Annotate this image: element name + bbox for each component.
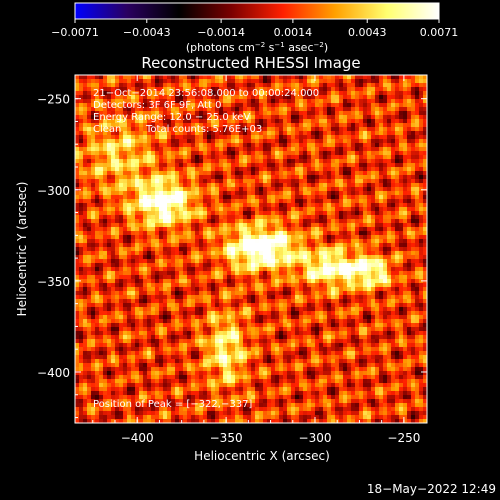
- y-tick-label: −350: [37, 275, 70, 289]
- y-tick-label: −400: [37, 366, 70, 380]
- y-tick-label: −250: [37, 93, 70, 107]
- x-axis-ticks: −400 −350 −300 −250: [92, 75, 420, 445]
- annotation-time-range: 21−Oct−2014 23:56:08.000 to 00:00:24.000: [93, 88, 319, 99]
- annotation-method: Clean: [93, 124, 121, 135]
- colorbar-ticks: −0.0071 −0.0043 −0.0014 0.0014 0.0043 0.0071: [51, 19, 458, 39]
- annotation-detectors: Detectors: 3F 6F 9F, Att 0: [93, 100, 221, 111]
- x-tick-label: −400: [121, 431, 154, 445]
- colorbar-tick-label: −0.0071: [51, 26, 99, 39]
- plot-frame: [74, 74, 428, 424]
- x-tick-label: −350: [210, 431, 243, 445]
- colorbar: [74, 2, 440, 20]
- chart-title: Reconstructed RHESSI Image: [141, 54, 360, 72]
- footer-timestamp: 18−May−2022 12:49: [367, 482, 496, 496]
- heatmap-image: [75, 75, 427, 423]
- colorbar-units: (photons cm−2 s−1 asec−2): [186, 41, 328, 54]
- x-axis-label: Heliocentric X (arcsec): [194, 449, 330, 463]
- observation-annotations: 21−Oct−2014 23:56:08.000 to 00:00:24.000…: [93, 88, 319, 410]
- colorbar-tick-label: 0.0071: [420, 26, 459, 39]
- y-axis-ticks: −250 −300 −350 −400: [37, 93, 427, 419]
- colorbar-tick-label: −0.0014: [197, 26, 245, 39]
- annotation-energy-range: Energy Range: 12.0 − 25.0 keV: [93, 112, 250, 123]
- colorbar-tick-label: −0.0043: [123, 26, 171, 39]
- x-tick-label: −300: [299, 431, 332, 445]
- y-axis-label: Heliocentric Y (arcsec): [15, 182, 29, 317]
- x-tick-label: −250: [387, 431, 420, 445]
- annotation-total-counts: Total counts: 5.76E+03: [145, 124, 262, 135]
- y-tick-label: −300: [37, 184, 70, 198]
- annotation-peak-position: Position of Peak = [−322,−337]: [93, 399, 252, 410]
- colorbar-tick-label: 0.0014: [274, 26, 313, 39]
- colorbar-tick-label: 0.0043: [348, 26, 387, 39]
